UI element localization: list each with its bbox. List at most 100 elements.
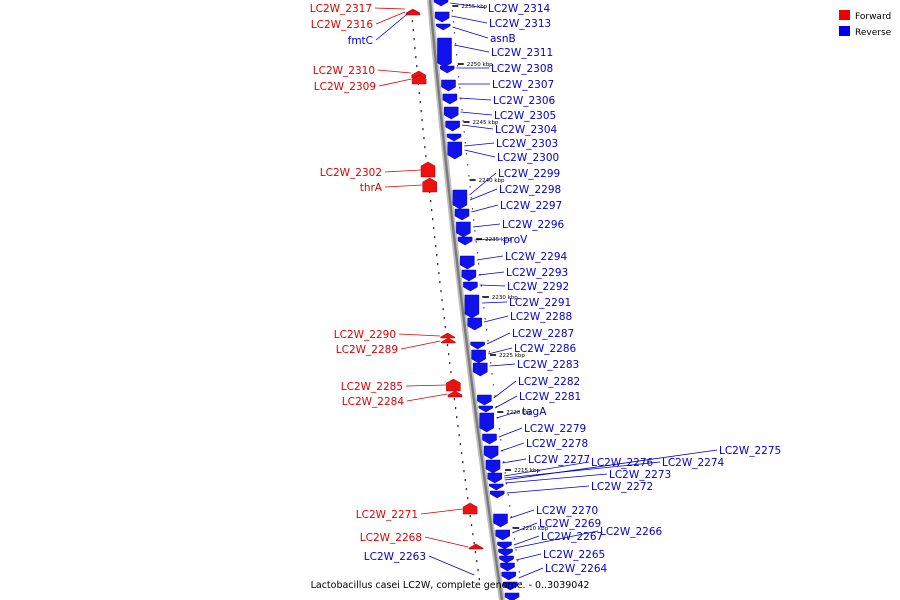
- track-dot: [492, 384, 495, 386]
- forward-gene-feature: [441, 337, 456, 344]
- reverse-leader-line: [478, 271, 505, 276]
- reverse-gene-label: LC2W_2300: [497, 152, 559, 164]
- track-dot: [507, 494, 509, 496]
- track-dot: [490, 362, 492, 364]
- forward-gene-feature: [440, 332, 455, 339]
- track-dot: [464, 479, 466, 482]
- reverse-gene-label: LC2W_2297: [500, 200, 562, 212]
- track-dot: [464, 142, 466, 144]
- reverse-gene-label: LC2W_2306: [493, 95, 556, 107]
- track-dot: [459, 443, 461, 446]
- backbone-line: [428, 0, 504, 600]
- reverse-leader-line: [469, 188, 498, 201]
- forward-gene-label: LC2W_2284: [342, 396, 405, 408]
- reverse-leader-line: [479, 284, 506, 287]
- reverse-gene-feature: [437, 37, 452, 68]
- tick-label: 2220 kbp: [506, 410, 532, 416]
- reverse-gene-label: LC2W_2313: [489, 18, 551, 30]
- reverse-gene-label: LC2W_2308: [491, 63, 553, 75]
- track-dot: [449, 362, 451, 365]
- reverse-leader-line: [496, 410, 521, 419]
- reverse-gene-feature: [479, 412, 494, 433]
- reverse-leader-line: [489, 363, 516, 367]
- reverse-leader-line: [428, 555, 475, 576]
- track-dot: [491, 373, 493, 375]
- reverse-leader-line: [450, 2, 487, 9]
- track-dot: [486, 329, 488, 331]
- track-dot: [463, 470, 465, 473]
- forward-gene-label: LC2W_2285: [341, 381, 403, 393]
- track-dot: [423, 137, 425, 140]
- reverse-gene-feature: [464, 294, 480, 319]
- label-leader-lines: [374, 2, 718, 579]
- track-dot: [421, 119, 423, 122]
- reverse-gene-label: asnB: [490, 33, 516, 45]
- forward-leader-line: [375, 11, 406, 25]
- reverse-gene-feature: [457, 236, 473, 246]
- reverse-leader-line: [506, 485, 590, 494]
- reverse-leader-line: [460, 111, 493, 116]
- track-dot: [431, 209, 433, 212]
- gene-features: [404, 0, 520, 600]
- reverse-gene-feature: [442, 93, 458, 105]
- reverse-gene-feature: [470, 341, 485, 350]
- reverse-leader-line: [464, 149, 496, 158]
- reverse-gene-feature: [447, 141, 463, 160]
- track-dot: [498, 428, 500, 430]
- reverse-gene-label: LC2W_2292: [507, 281, 569, 293]
- reverse-gene-feature: [493, 513, 508, 528]
- reverse-gene-label: LC2W_2286: [514, 343, 577, 355]
- reverse-gene-label: LC2W_2307: [492, 79, 554, 91]
- reverse-gene-feature: [489, 490, 505, 499]
- track-dot: [469, 515, 471, 518]
- reverse-gene-label: LC2W_2275: [719, 445, 781, 457]
- track-dot: [460, 452, 463, 455]
- reverse-gene-label: LC2W_2264: [545, 563, 608, 575]
- reverse-gene-label: LC2W_2283: [517, 359, 579, 371]
- track-dot: [455, 43, 457, 45]
- track-dot: [446, 344, 449, 347]
- track-dot: [459, 87, 461, 89]
- tick-marks: 2255 kbp 2250 kbp 2245 kbp 2240 kbp 2235 kbp…: [452, 4, 549, 532]
- track-dot: [457, 425, 459, 428]
- reverse-leader-line: [452, 26, 489, 39]
- track-dot: [435, 245, 437, 248]
- reverse-gene-feature: [456, 221, 471, 238]
- forward-leader-line: [405, 384, 447, 387]
- reverse-gene-label: LC2W_2303: [496, 138, 558, 150]
- reverse-gene-label: LC2W_2272: [591, 481, 653, 493]
- reverse-gene-label: fmtC: [348, 35, 373, 47]
- reverse-gene-feature: [497, 541, 512, 550]
- track-dot: [510, 516, 512, 518]
- track-dot: [506, 483, 508, 485]
- reverse-gene-label: LC2W_2288: [510, 311, 572, 323]
- track-dot: [422, 128, 424, 131]
- track-dot: [458, 76, 460, 78]
- track-dot: [483, 307, 485, 309]
- reverse-gene-label: LC2W_2269: [539, 518, 601, 530]
- forward-gene-label: LC2W_2289: [336, 344, 398, 356]
- legend-forward-swatch: [839, 10, 850, 20]
- track-dot: [418, 92, 420, 95]
- track-dot: [424, 146, 426, 149]
- reverse-leader-line: [461, 124, 494, 130]
- forward-leader-line: [424, 536, 469, 548]
- track-dot: [474, 230, 476, 232]
- track-dot: [462, 120, 464, 122]
- reverse-gene-label: LC2W_2287: [512, 328, 574, 340]
- reverse-leader-line: [481, 301, 508, 304]
- forward-leader-line: [398, 333, 440, 337]
- forward-gene-feature: [462, 502, 478, 515]
- legend-reverse-label: Reverse: [855, 28, 892, 38]
- reverse-gene-feature: [445, 120, 460, 132]
- track-dot: [476, 560, 478, 563]
- reverse-gene-feature: [460, 255, 475, 270]
- track-dot: [487, 340, 489, 342]
- track-dot: [413, 38, 415, 41]
- reverse-gene-feature: [478, 405, 494, 413]
- track-dot: [453, 398, 455, 401]
- reverse-gene-feature: [435, 23, 451, 31]
- track-dot: [450, 371, 452, 374]
- track-dot: [442, 308, 444, 311]
- forward-leader-line: [400, 340, 441, 350]
